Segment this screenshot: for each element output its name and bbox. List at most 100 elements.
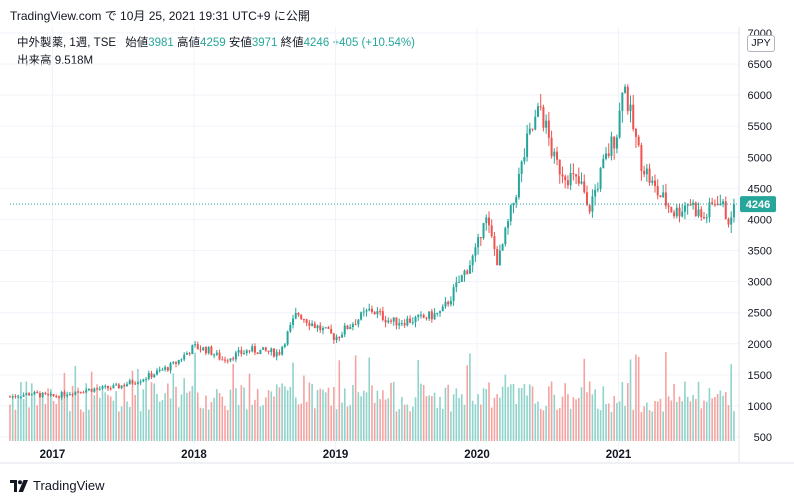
candle-body bbox=[302, 319, 305, 321]
candle-body bbox=[411, 322, 414, 324]
candle-body bbox=[536, 106, 539, 117]
candle-body bbox=[28, 393, 31, 396]
candle-body bbox=[409, 318, 412, 323]
volume-bar bbox=[172, 373, 175, 441]
volume-bar bbox=[730, 364, 733, 441]
volume-bar bbox=[365, 392, 368, 441]
volume-bar bbox=[376, 390, 379, 441]
candle-body bbox=[732, 204, 735, 218]
candle-body bbox=[101, 386, 104, 389]
candle-body bbox=[278, 352, 281, 355]
candle-body bbox=[365, 310, 368, 312]
candle-body bbox=[19, 396, 22, 398]
y-tick-label: 500 bbox=[754, 432, 772, 444]
candle-body bbox=[689, 204, 692, 206]
candle-body bbox=[471, 255, 474, 266]
volume-bar bbox=[11, 393, 14, 441]
candle-body bbox=[716, 204, 719, 206]
candle-body bbox=[77, 391, 80, 393]
currency-selector[interactable]: JPY bbox=[747, 35, 775, 52]
y-tick-label: 1000 bbox=[748, 401, 772, 413]
footer-brand-text: TradingView bbox=[33, 478, 105, 493]
volume-bar bbox=[425, 396, 428, 441]
candle-body bbox=[343, 325, 346, 335]
candle-body bbox=[626, 86, 629, 112]
volume-bar bbox=[618, 401, 621, 441]
candle-body bbox=[403, 323, 406, 326]
volume-bar bbox=[104, 392, 107, 441]
candle-body bbox=[730, 217, 733, 225]
volume-bar bbox=[474, 404, 477, 441]
volume-bar bbox=[436, 407, 439, 441]
candle-body bbox=[180, 359, 183, 361]
candle-body bbox=[441, 306, 444, 312]
candle-body bbox=[87, 388, 90, 391]
volume-bar bbox=[637, 356, 640, 441]
volume-bar bbox=[586, 392, 588, 441]
candle-body bbox=[55, 396, 58, 398]
candle-body bbox=[662, 192, 665, 198]
candle-body bbox=[123, 385, 126, 387]
y-tick-label: 2500 bbox=[748, 308, 772, 320]
volume-bar bbox=[550, 381, 553, 441]
volume-bar bbox=[47, 388, 49, 441]
candle-body bbox=[57, 396, 60, 398]
candle-body bbox=[267, 350, 270, 352]
candle-body bbox=[286, 331, 289, 345]
candle-body bbox=[22, 394, 25, 397]
volume-bar bbox=[667, 396, 670, 441]
volume-bar bbox=[444, 387, 447, 441]
candle-body bbox=[564, 176, 567, 181]
volume-bar bbox=[368, 357, 371, 441]
volume-bar bbox=[401, 396, 403, 441]
candle-body bbox=[370, 308, 373, 312]
candle-body bbox=[534, 116, 537, 130]
candle-body bbox=[458, 281, 461, 283]
candle-body bbox=[172, 362, 175, 364]
candle-body bbox=[161, 369, 164, 371]
y-tick-label: 2000 bbox=[748, 339, 772, 351]
candle-body bbox=[63, 392, 66, 396]
volume-bar bbox=[161, 400, 164, 441]
volume-bar bbox=[158, 401, 161, 441]
candle-body bbox=[501, 244, 504, 251]
volume-bar bbox=[583, 358, 586, 441]
candle-body bbox=[711, 202, 714, 205]
volume-bar bbox=[493, 397, 496, 441]
candle-body bbox=[292, 318, 295, 325]
volume-bar bbox=[450, 411, 452, 441]
volume-bar bbox=[526, 395, 528, 441]
open-label: 始値 bbox=[125, 37, 149, 49]
volume-bar bbox=[626, 383, 629, 441]
volume-bar bbox=[205, 395, 207, 441]
volume-bar bbox=[512, 383, 515, 441]
candle-body bbox=[128, 380, 131, 385]
candle-body bbox=[109, 388, 112, 390]
volume-bar bbox=[191, 385, 194, 441]
candle-body bbox=[85, 390, 88, 393]
volume-bar bbox=[218, 393, 221, 441]
candle-body bbox=[158, 369, 161, 371]
volume-bar bbox=[25, 381, 28, 441]
candle-body bbox=[392, 317, 395, 322]
candle-body bbox=[468, 265, 471, 274]
volume-bar bbox=[665, 352, 667, 441]
volume-bar bbox=[529, 384, 531, 441]
footer-brand[interactable]: TradingView bbox=[10, 478, 105, 493]
candle-body bbox=[150, 373, 153, 378]
candle-body bbox=[526, 133, 529, 157]
volume-bar bbox=[112, 400, 115, 441]
volume-bar bbox=[569, 408, 572, 441]
close-label: 終値 bbox=[280, 37, 304, 49]
volume-bar bbox=[177, 407, 180, 441]
volume-bar bbox=[539, 408, 542, 441]
volume-bar bbox=[537, 401, 539, 441]
candle-body bbox=[188, 353, 191, 355]
volume-bar bbox=[613, 396, 615, 441]
volume-bar bbox=[695, 399, 697, 441]
candle-body bbox=[25, 393, 28, 395]
candle-body bbox=[384, 319, 387, 323]
volume-bar bbox=[30, 383, 33, 441]
candle-body bbox=[145, 378, 148, 380]
